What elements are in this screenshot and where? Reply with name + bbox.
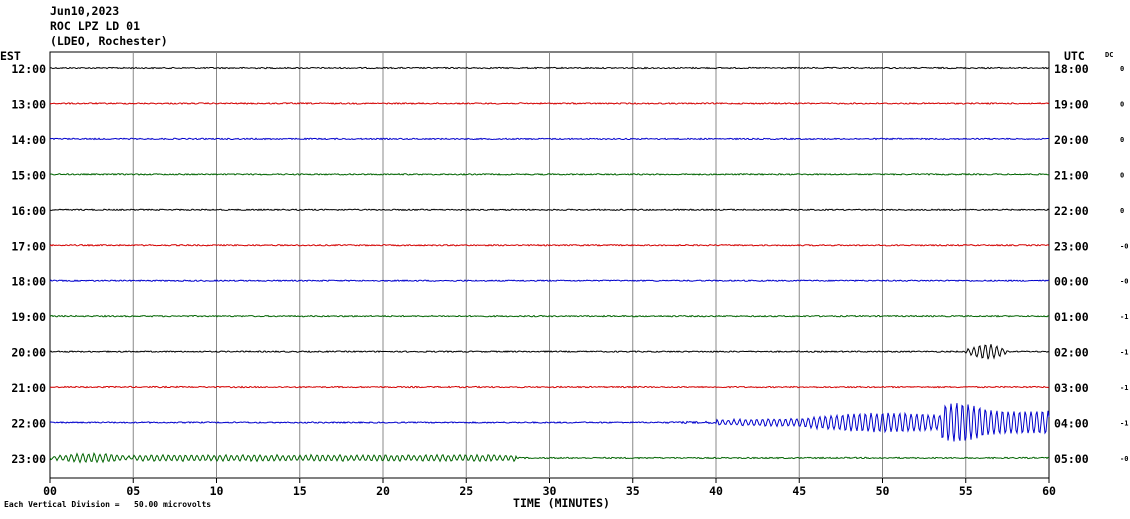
trace-line (49, 243, 1050, 247)
est-time-label: 22:00 (11, 417, 46, 431)
x-tick-label: 05 (126, 484, 140, 498)
dc-value: 0 (1120, 171, 1124, 179)
dc-value: 0 (1120, 136, 1124, 144)
x-tick-label: 20 (376, 484, 390, 498)
utc-time-label: 18:00 (1054, 62, 1089, 76)
vertical-division-note: Each Vertical Division = 50.00 microvolt… (4, 500, 212, 509)
x-axis-label: TIME (MINUTES) (513, 496, 610, 510)
dc-value: -0 (1120, 242, 1128, 250)
x-tick-label: 25 (459, 484, 473, 498)
est-time-label: 12:00 (11, 62, 46, 76)
utc-time-label: 22:00 (1054, 204, 1089, 218)
trace-line (49, 279, 1049, 283)
x-tick-label: 55 (959, 484, 973, 498)
utc-time-label: 23:00 (1054, 239, 1089, 253)
utc-time-label: 05:00 (1054, 452, 1089, 466)
dc-value: -0 (1120, 278, 1128, 286)
dc-value: -1 (1120, 349, 1128, 357)
trace-line (49, 451, 1050, 464)
dc-value: -1 (1120, 420, 1128, 428)
est-time-label: 13:00 (11, 97, 46, 111)
est-time-label: 15:00 (11, 168, 46, 182)
utc-time-label: 19:00 (1054, 97, 1089, 111)
utc-time-label: 03:00 (1054, 381, 1089, 395)
est-label: EST (0, 49, 21, 63)
utc-time-label: 04:00 (1054, 417, 1089, 431)
utc-time-label: 21:00 (1054, 168, 1089, 182)
dc-value: -1 (1120, 313, 1128, 321)
station-label: ROC LPZ LD 01 (50, 19, 141, 33)
x-tick-label: 50 (876, 484, 890, 498)
trace-line (49, 102, 1050, 105)
est-time-label: 16:00 (11, 204, 46, 218)
est-time-label: 19:00 (11, 310, 46, 324)
trace-line (49, 172, 1050, 176)
dc-value: -1 (1120, 384, 1128, 392)
utc-label: UTC (1064, 49, 1085, 63)
utc-time-label: 02:00 (1054, 346, 1089, 360)
est-time-label: 17:00 (11, 239, 46, 253)
est-time-label: 23:00 (11, 452, 46, 466)
x-tick-label: 10 (210, 484, 224, 498)
trace-line (49, 314, 1050, 318)
dc-value: 0 (1120, 65, 1124, 73)
network-label: (LDEO, Rochester) (50, 34, 168, 48)
est-time-label: 14:00 (11, 133, 46, 147)
dc-value: -0 (1120, 455, 1128, 463)
utc-time-label: 01:00 (1054, 310, 1089, 324)
utc-time-label: 00:00 (1054, 275, 1089, 289)
trace-line (49, 66, 1050, 70)
utc-time-label: 20:00 (1054, 133, 1089, 147)
date-label: Jun10,2023 (50, 4, 120, 18)
x-tick-label: 30 (543, 484, 557, 498)
trace-line (49, 137, 1049, 141)
x-tick-label: 35 (626, 484, 640, 498)
trace-line (49, 403, 1050, 442)
est-time-label: 21:00 (11, 381, 46, 395)
x-tick-label: 15 (293, 484, 307, 498)
trace-line (49, 385, 1050, 389)
est-time-label: 18:00 (11, 275, 46, 289)
x-tick-label: 40 (709, 484, 723, 498)
dc-value: 0 (1120, 207, 1124, 215)
dc-value: 0 (1120, 100, 1124, 108)
trace-line (49, 344, 1050, 360)
x-tick-label: 00 (43, 484, 57, 498)
dc-label: DC (1105, 51, 1113, 59)
est-time-label: 20:00 (11, 346, 46, 360)
x-tick-label: 60 (1042, 484, 1056, 498)
trace-line (49, 208, 1050, 212)
x-tick-label: 45 (792, 484, 806, 498)
